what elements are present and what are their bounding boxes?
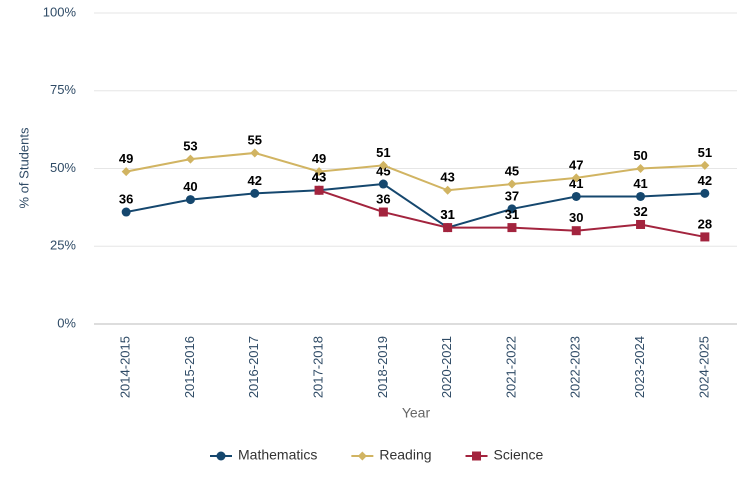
data-label: 31 bbox=[440, 207, 454, 222]
x-tick-label: 2021-2022 bbox=[503, 336, 518, 398]
x-tick-label: 2016-2017 bbox=[246, 336, 261, 398]
data-label: 51 bbox=[376, 145, 390, 160]
point bbox=[507, 179, 517, 189]
y-tick-label: 100% bbox=[43, 4, 77, 19]
point bbox=[507, 204, 517, 214]
point bbox=[314, 185, 324, 195]
y-tick-label: 75% bbox=[50, 82, 76, 97]
data-label: 49 bbox=[312, 151, 326, 166]
point bbox=[700, 188, 710, 198]
point bbox=[571, 173, 581, 183]
x-tick-label: 2017-2018 bbox=[310, 336, 325, 398]
point bbox=[378, 160, 388, 170]
data-label: 47 bbox=[569, 157, 583, 172]
point bbox=[185, 195, 195, 205]
y-tick-label: 25% bbox=[50, 238, 76, 253]
series-line bbox=[125, 183, 705, 229]
data-label: 40 bbox=[183, 179, 197, 194]
point bbox=[472, 451, 482, 461]
legend-label: Reading bbox=[379, 447, 431, 463]
data-label: 30 bbox=[569, 210, 583, 225]
y-tick-label: 50% bbox=[50, 160, 76, 175]
x-axis-title: Year bbox=[402, 405, 431, 421]
point bbox=[636, 191, 646, 201]
data-label: 42 bbox=[698, 173, 712, 188]
x-tick-label: 2023-2024 bbox=[632, 336, 647, 398]
point bbox=[185, 154, 195, 164]
x-tick-label: 2015-2016 bbox=[182, 336, 197, 398]
x-tick-label: 2020-2021 bbox=[439, 336, 454, 398]
data-label: 37 bbox=[505, 188, 519, 203]
data-label: 28 bbox=[698, 216, 712, 231]
legend-label: Science bbox=[494, 447, 544, 463]
legend-label: Mathematics bbox=[238, 447, 317, 463]
data-label: 31 bbox=[440, 207, 454, 222]
y-tick-label: 0% bbox=[57, 315, 76, 330]
series-line bbox=[125, 151, 705, 192]
data-label: 43 bbox=[440, 170, 454, 185]
data-label: 42 bbox=[248, 173, 262, 188]
point bbox=[378, 207, 388, 217]
data-label: 31 bbox=[505, 207, 519, 222]
point bbox=[357, 451, 367, 461]
point bbox=[121, 207, 131, 217]
point bbox=[636, 219, 646, 229]
data-label: 32 bbox=[633, 204, 647, 219]
x-tick-label: 2022-2023 bbox=[568, 336, 583, 398]
data-label: 45 bbox=[505, 163, 519, 178]
x-tick-label: 2024-2025 bbox=[696, 336, 711, 398]
point bbox=[507, 223, 517, 233]
point bbox=[700, 160, 710, 170]
point bbox=[121, 167, 131, 177]
point bbox=[700, 232, 710, 242]
x-tick-label: 2014-2015 bbox=[118, 336, 133, 398]
point bbox=[443, 223, 453, 233]
data-label: 53 bbox=[183, 139, 197, 154]
data-label: 36 bbox=[376, 191, 390, 206]
data-label: 43 bbox=[312, 170, 326, 185]
point bbox=[443, 185, 453, 195]
data-label: 36 bbox=[119, 191, 133, 206]
data-label: 50 bbox=[633, 148, 647, 163]
x-tick-label: 2018-2019 bbox=[375, 336, 390, 398]
data-label: 55 bbox=[248, 132, 262, 147]
data-label: 41 bbox=[569, 176, 583, 191]
y-axis-title: % of Students bbox=[16, 127, 31, 208]
data-label: 43 bbox=[312, 170, 326, 185]
point bbox=[636, 164, 646, 173]
data-label: 51 bbox=[698, 145, 712, 160]
point bbox=[250, 188, 260, 198]
point bbox=[571, 226, 581, 236]
data-label: 49 bbox=[119, 151, 133, 166]
point bbox=[378, 179, 388, 189]
point bbox=[216, 451, 226, 461]
point bbox=[314, 167, 324, 177]
point bbox=[250, 148, 260, 158]
point bbox=[571, 191, 581, 201]
data-label: 41 bbox=[633, 176, 647, 191]
